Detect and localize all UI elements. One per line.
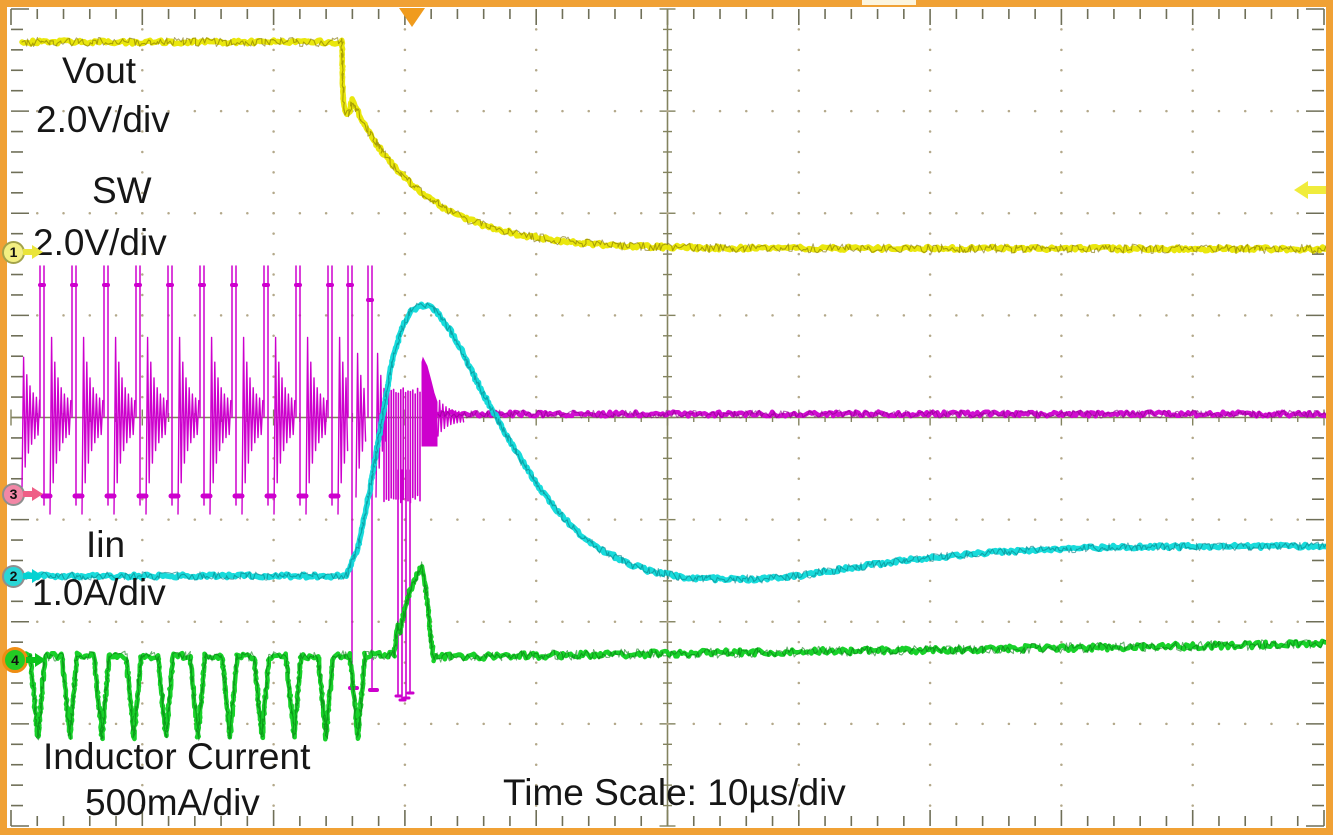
channel-1-badge: 1 [2,240,25,264]
sw-label: SW [92,170,152,211]
channel-3-level-arrow-icon [23,487,43,501]
right-reference-arrow-icon [1294,181,1326,199]
channel-1-level-arrow-icon [23,245,43,259]
channel-2-level-arrow-icon [23,569,43,583]
channel-3-marker: 3 [2,482,43,506]
channel-3-badge: 3 [2,482,25,506]
sw-scale-label: 2.0V/div [33,222,167,263]
trace-sw [21,265,1333,702]
channel-4-level-arrow-icon [26,653,46,667]
inductor-current-label: Inductor Current [43,736,311,777]
channel-2-badge: 2 [2,564,25,588]
vout-label: Vout [62,50,137,91]
channel-1-marker: 1 [2,240,43,264]
inductor-scale-label: 500mA/div [85,782,260,823]
trace-inductor-current [19,561,1333,742]
trace-vout [19,36,1333,254]
iin-label: Iin [86,524,126,565]
time-scale-label: Time Scale: 10µs/div [503,772,846,813]
channel-2-marker: 2 [2,564,43,588]
channel-4-badge: 4 [2,647,28,673]
trace-iin [19,301,1333,584]
iin-scale-label: 1.0A/div [32,572,166,613]
channel-4-marker: 4 [2,647,46,673]
trigger-position-icon [399,8,425,27]
vout-scale-label: 2.0V/div [36,99,170,140]
border-notch [862,0,916,5]
graticule [10,8,1325,827]
